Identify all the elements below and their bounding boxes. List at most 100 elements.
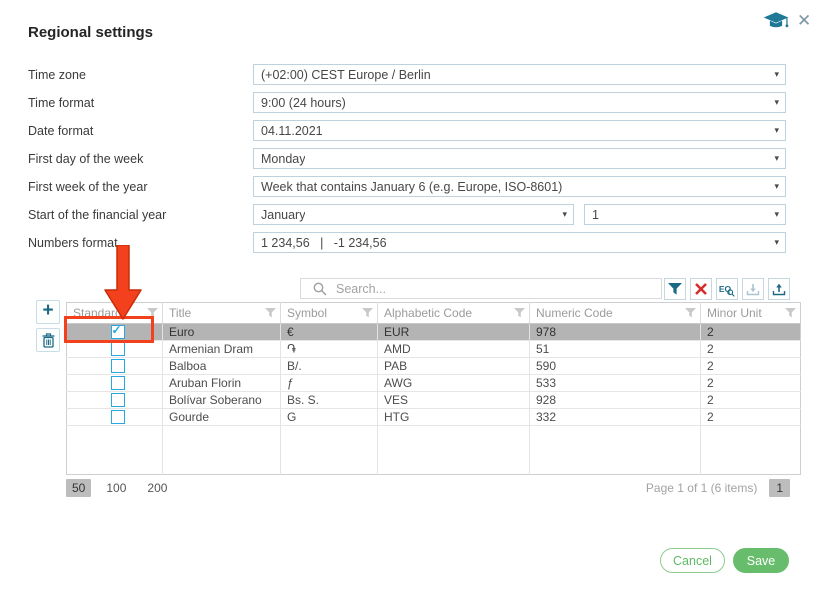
clear-filter-button[interactable] xyxy=(690,278,712,300)
chevron-down-icon: ▾ xyxy=(774,97,779,107)
page-number-button[interactable]: 1 xyxy=(769,479,790,497)
cell-alphabetic-code: VES xyxy=(377,391,530,409)
timezone-label: Time zone xyxy=(28,68,86,82)
column-header-minor-unit[interactable]: Minor Unit xyxy=(700,302,801,324)
column-header-standard[interactable]: Standard xyxy=(66,302,163,324)
standard-checkbox[interactable] xyxy=(110,342,125,357)
column-header-title[interactable]: Title xyxy=(162,302,281,324)
save-button[interactable]: Save xyxy=(733,548,789,573)
cell-minor-unit: 2 xyxy=(700,323,801,341)
help-graduation-cap-icon[interactable] xyxy=(762,9,790,33)
add-currency-button[interactable]: + xyxy=(36,300,60,324)
cell-symbol: B/. xyxy=(280,357,378,375)
column-header-label: Minor Unit xyxy=(707,306,762,320)
cell-title: Euro xyxy=(162,323,281,341)
delete-currency-button[interactable] xyxy=(36,328,60,352)
column-header-alphabetic-code[interactable]: Alphabetic Code xyxy=(377,302,530,324)
cell-alphabetic-code: AWG xyxy=(377,374,530,392)
cell-minor-unit: 2 xyxy=(700,408,801,426)
timezone-value: (+02:00) CEST Europe / Berlin xyxy=(261,67,431,82)
table-row[interactable]: Armenian Dram ֏ AMD 51 2 xyxy=(66,340,801,358)
numbers-format-value: 1 234,56 | -1 234,56 xyxy=(261,235,387,250)
time-format-label: Time format xyxy=(28,96,95,110)
currency-table: Standard Title Symbol Alphabetic Code Nu… xyxy=(66,302,801,475)
filter-builder-eq-icon: EQ xyxy=(718,284,732,294)
cancel-button[interactable]: Cancel xyxy=(660,548,725,573)
column-header-numeric-code[interactable]: Numeric Code xyxy=(529,302,701,324)
standard-checkbox[interactable] xyxy=(110,393,125,408)
close-icon[interactable]: ✕ xyxy=(797,11,812,30)
search-input-wrapper xyxy=(300,278,662,299)
first-day-label: First day of the week xyxy=(28,152,144,166)
cell-numeric-code: 978 xyxy=(529,323,701,341)
first-week-value: Week that contains January 6 (e.g. Europ… xyxy=(261,179,563,194)
cell-numeric-code: 51 xyxy=(529,340,701,358)
pager: 50 100 200 Page 1 of 1 (6 items) 1 xyxy=(66,479,790,497)
export-button[interactable] xyxy=(768,278,790,300)
table-row[interactable]: Gourde G HTG 332 2 xyxy=(66,408,801,426)
financial-year-month-value: January xyxy=(261,207,306,222)
financial-year-day-value: 1 xyxy=(592,207,599,222)
checkmark-icon: ✓ xyxy=(111,323,122,338)
page-size-100[interactable]: 100 xyxy=(106,481,127,495)
cell-alphabetic-code: AMD xyxy=(377,340,530,358)
cell-symbol: € xyxy=(280,323,378,341)
column-header-label: Standard xyxy=(73,306,122,320)
cell-alphabetic-code: EUR xyxy=(377,323,530,341)
cell-title: Aruban Florin xyxy=(162,374,281,392)
date-format-value: 04.11.2021 xyxy=(261,123,323,138)
financial-year-month-select[interactable]: January ▾ xyxy=(253,204,574,225)
column-filter-icon[interactable] xyxy=(785,308,796,318)
page-size-200[interactable]: 200 xyxy=(147,481,168,495)
cell-numeric-code: 590 xyxy=(529,357,701,375)
column-filter-icon[interactable] xyxy=(265,308,276,318)
standard-checkbox[interactable] xyxy=(110,376,125,391)
trash-icon xyxy=(42,332,54,348)
column-filter-icon[interactable] xyxy=(685,308,696,318)
cell-symbol: ƒ xyxy=(280,374,378,392)
filter-button[interactable] xyxy=(664,278,686,300)
standard-checkbox[interactable] xyxy=(110,410,125,425)
cell-title: Gourde xyxy=(162,408,281,426)
search-input[interactable] xyxy=(334,280,661,297)
import-tray-icon xyxy=(746,283,760,295)
cell-minor-unit: 2 xyxy=(700,357,801,375)
numbers-format-select[interactable]: 1 234,56 | -1 234,56 ▾ xyxy=(253,232,786,253)
column-header-label: Symbol xyxy=(287,306,328,320)
column-header-label: Numeric Code xyxy=(536,306,613,320)
cell-symbol: G xyxy=(280,408,378,426)
column-filter-icon[interactable] xyxy=(362,308,373,318)
search-icon xyxy=(313,282,327,295)
page-size-50[interactable]: 50 xyxy=(66,479,92,497)
chevron-down-icon: ▾ xyxy=(774,69,779,79)
mini-magnifier-icon xyxy=(727,289,735,297)
table-row[interactable]: Aruban Florin ƒ AWG 533 2 xyxy=(66,374,801,392)
column-filter-icon[interactable] xyxy=(514,308,525,318)
financial-year-day-select[interactable]: 1 ▾ xyxy=(584,204,786,225)
column-header-label: Title xyxy=(169,306,192,320)
filter-funnel-icon xyxy=(668,283,682,295)
plus-icon: + xyxy=(42,300,54,321)
column-filter-icon[interactable] xyxy=(147,308,158,318)
standard-checkbox[interactable] xyxy=(110,359,125,374)
cell-symbol: ֏ xyxy=(280,340,378,358)
table-row[interactable]: Balboa B/. PAB 590 2 xyxy=(66,357,801,375)
chevron-down-icon: ▾ xyxy=(562,209,567,219)
table-row[interactable]: ✓ Euro € EUR 978 2 xyxy=(66,323,801,341)
date-format-select[interactable]: 04.11.2021 ▾ xyxy=(253,120,786,141)
column-header-symbol[interactable]: Symbol xyxy=(280,302,378,324)
column-header-label: Alphabetic Code xyxy=(384,306,473,320)
cell-minor-unit: 2 xyxy=(700,391,801,409)
numbers-format-label: Numbers format xyxy=(28,236,118,250)
time-format-select[interactable]: 9:00 (24 hours) ▾ xyxy=(253,92,786,113)
table-header-row: Standard Title Symbol Alphabetic Code Nu… xyxy=(66,302,801,324)
table-row[interactable]: Bolívar Soberano Bs. S. VES 928 2 xyxy=(66,391,801,409)
cell-alphabetic-code: HTG xyxy=(377,408,530,426)
timezone-select[interactable]: (+02:00) CEST Europe / Berlin ▾ xyxy=(253,64,786,85)
first-day-select[interactable]: Monday ▾ xyxy=(253,148,786,169)
standard-checkbox-checked[interactable]: ✓ xyxy=(110,323,125,340)
date-format-label: Date format xyxy=(28,124,94,138)
filter-builder-button[interactable]: EQ xyxy=(716,278,738,300)
first-week-select[interactable]: Week that contains January 6 (e.g. Europ… xyxy=(253,176,786,197)
import-button[interactable] xyxy=(742,278,764,300)
